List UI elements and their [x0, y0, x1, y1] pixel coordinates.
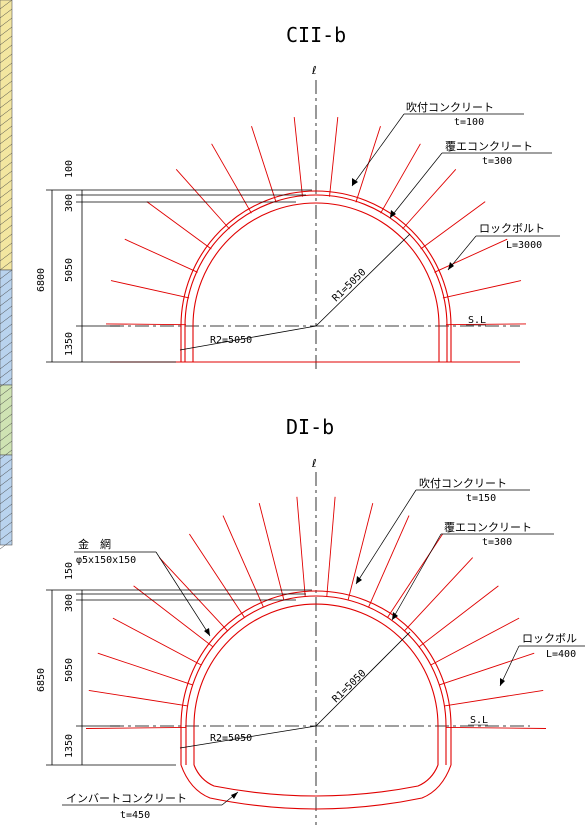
rockbolt [326, 496, 336, 597]
rockbolt [402, 169, 457, 230]
shotcrete-leader [351, 113, 405, 187]
section-di-b: DI-b ℓ R1=5050 R2=5050 S.L 吹付コンクリート t=15… [36, 415, 585, 825]
dim-total: 6800 [36, 268, 47, 292]
sl-label: S.L [470, 715, 488, 726]
dim-upper: 5050 [64, 258, 75, 282]
rockbolt [355, 126, 381, 203]
dim-lower: 1350 [64, 734, 75, 758]
rockbolt [85, 726, 187, 729]
rockbolt [105, 323, 187, 326]
shotcrete-outer [180, 590, 452, 765]
wiremesh-label: 金 網 [78, 537, 111, 551]
rockbolt [442, 280, 522, 299]
rockbolt-length: L=3000 [506, 240, 542, 251]
rockbolt-label: ロックボルト [479, 222, 545, 235]
shotcrete-leader [355, 489, 417, 585]
rockbolt [88, 689, 188, 707]
dim-total: 6850 [36, 668, 47, 692]
rockbolt [112, 617, 202, 666]
wiremesh-spec: φ5x150x150 [76, 555, 136, 566]
rockbolt [175, 169, 230, 230]
geology-strip [0, 0, 13, 550]
lining-thickness: t=300 [482, 156, 512, 167]
rockbolt [251, 126, 277, 203]
rockbolt [380, 143, 421, 214]
rockbolt-leader [447, 235, 477, 271]
r2-label: R2=5050 [210, 335, 252, 346]
dim-upper: 5050 [64, 658, 75, 682]
r1-label: R1=5050 [330, 668, 368, 705]
invert-inner [193, 764, 439, 797]
dim-top2: 300 [64, 194, 75, 212]
r2-line [179, 725, 317, 749]
dim-top1: 150 [64, 562, 75, 580]
rockbolt [404, 557, 474, 632]
lining-leader [389, 152, 443, 219]
lining-thickness: t=300 [482, 537, 512, 548]
invert-outer [180, 764, 452, 810]
rockbolt [444, 689, 544, 707]
rockbolt [124, 238, 198, 273]
rockbolt [146, 201, 212, 250]
rockbolt [418, 585, 499, 648]
lining-leader [391, 533, 442, 621]
r2-label: R2=5050 [210, 733, 252, 744]
rockbolt-leader [499, 645, 520, 687]
section-cii-b: CII-b ℓ R1=5050 R2=5050 S.L 吹付コンクリート t=1… [36, 23, 560, 372]
dim-top2: 300 [64, 594, 75, 612]
r2-line [179, 325, 317, 351]
lining-inner [193, 603, 439, 765]
dim-top1: 100 [64, 160, 75, 178]
lining-label: 覆エコンクリート [445, 140, 533, 153]
rockbolt-length: L=400 [546, 649, 576, 660]
rockbolt [222, 515, 264, 608]
shotcrete-label: 吹付コンクリート [406, 101, 494, 114]
rockbolt [189, 533, 245, 618]
rockbolt [368, 515, 410, 608]
rockbolt [133, 585, 214, 648]
rockbolt [445, 323, 527, 326]
rockbolt [211, 143, 252, 214]
rockbolt [445, 726, 547, 729]
sl-label: S.L [468, 315, 486, 326]
lining-inner [192, 202, 440, 362]
rockbolt [258, 502, 285, 601]
shotcrete-outer [180, 190, 452, 362]
rockbolt [439, 652, 535, 686]
rockbolt-label: ロックボル [522, 632, 577, 645]
rockbolt [293, 117, 303, 197]
rockbolt [329, 117, 339, 197]
shotcrete-thickness: t=150 [466, 493, 496, 504]
dimension-chain [46, 189, 312, 363]
rockbolt [420, 201, 486, 250]
rockbolt [434, 238, 508, 273]
rockbolt [97, 652, 193, 686]
dim-lower: 1350 [64, 332, 75, 356]
rockbolt [347, 502, 374, 601]
centerline-mark: ℓ [311, 457, 317, 470]
r1-line [315, 631, 411, 727]
r1-label: R1=5050 [330, 267, 368, 304]
shotcrete-label: 吹付コンクリート [419, 477, 507, 490]
invert-label: インバートコンクリート [66, 792, 187, 805]
shotcrete-thickness: t=100 [454, 117, 484, 128]
r1-line [315, 233, 411, 327]
lining-outer [185, 595, 447, 765]
centerline-mark: ℓ [311, 64, 317, 77]
rockbolt [430, 617, 520, 666]
section-title: CII-b [286, 23, 346, 47]
rockbolt [110, 280, 190, 299]
invert-thickness: t=450 [120, 810, 150, 821]
lining-label: 覆エコンクリート [444, 521, 532, 534]
section-title: DI-b [286, 415, 334, 439]
dimension-chain [46, 589, 312, 766]
lining-outer [184, 194, 448, 362]
rockbolt [296, 496, 306, 597]
